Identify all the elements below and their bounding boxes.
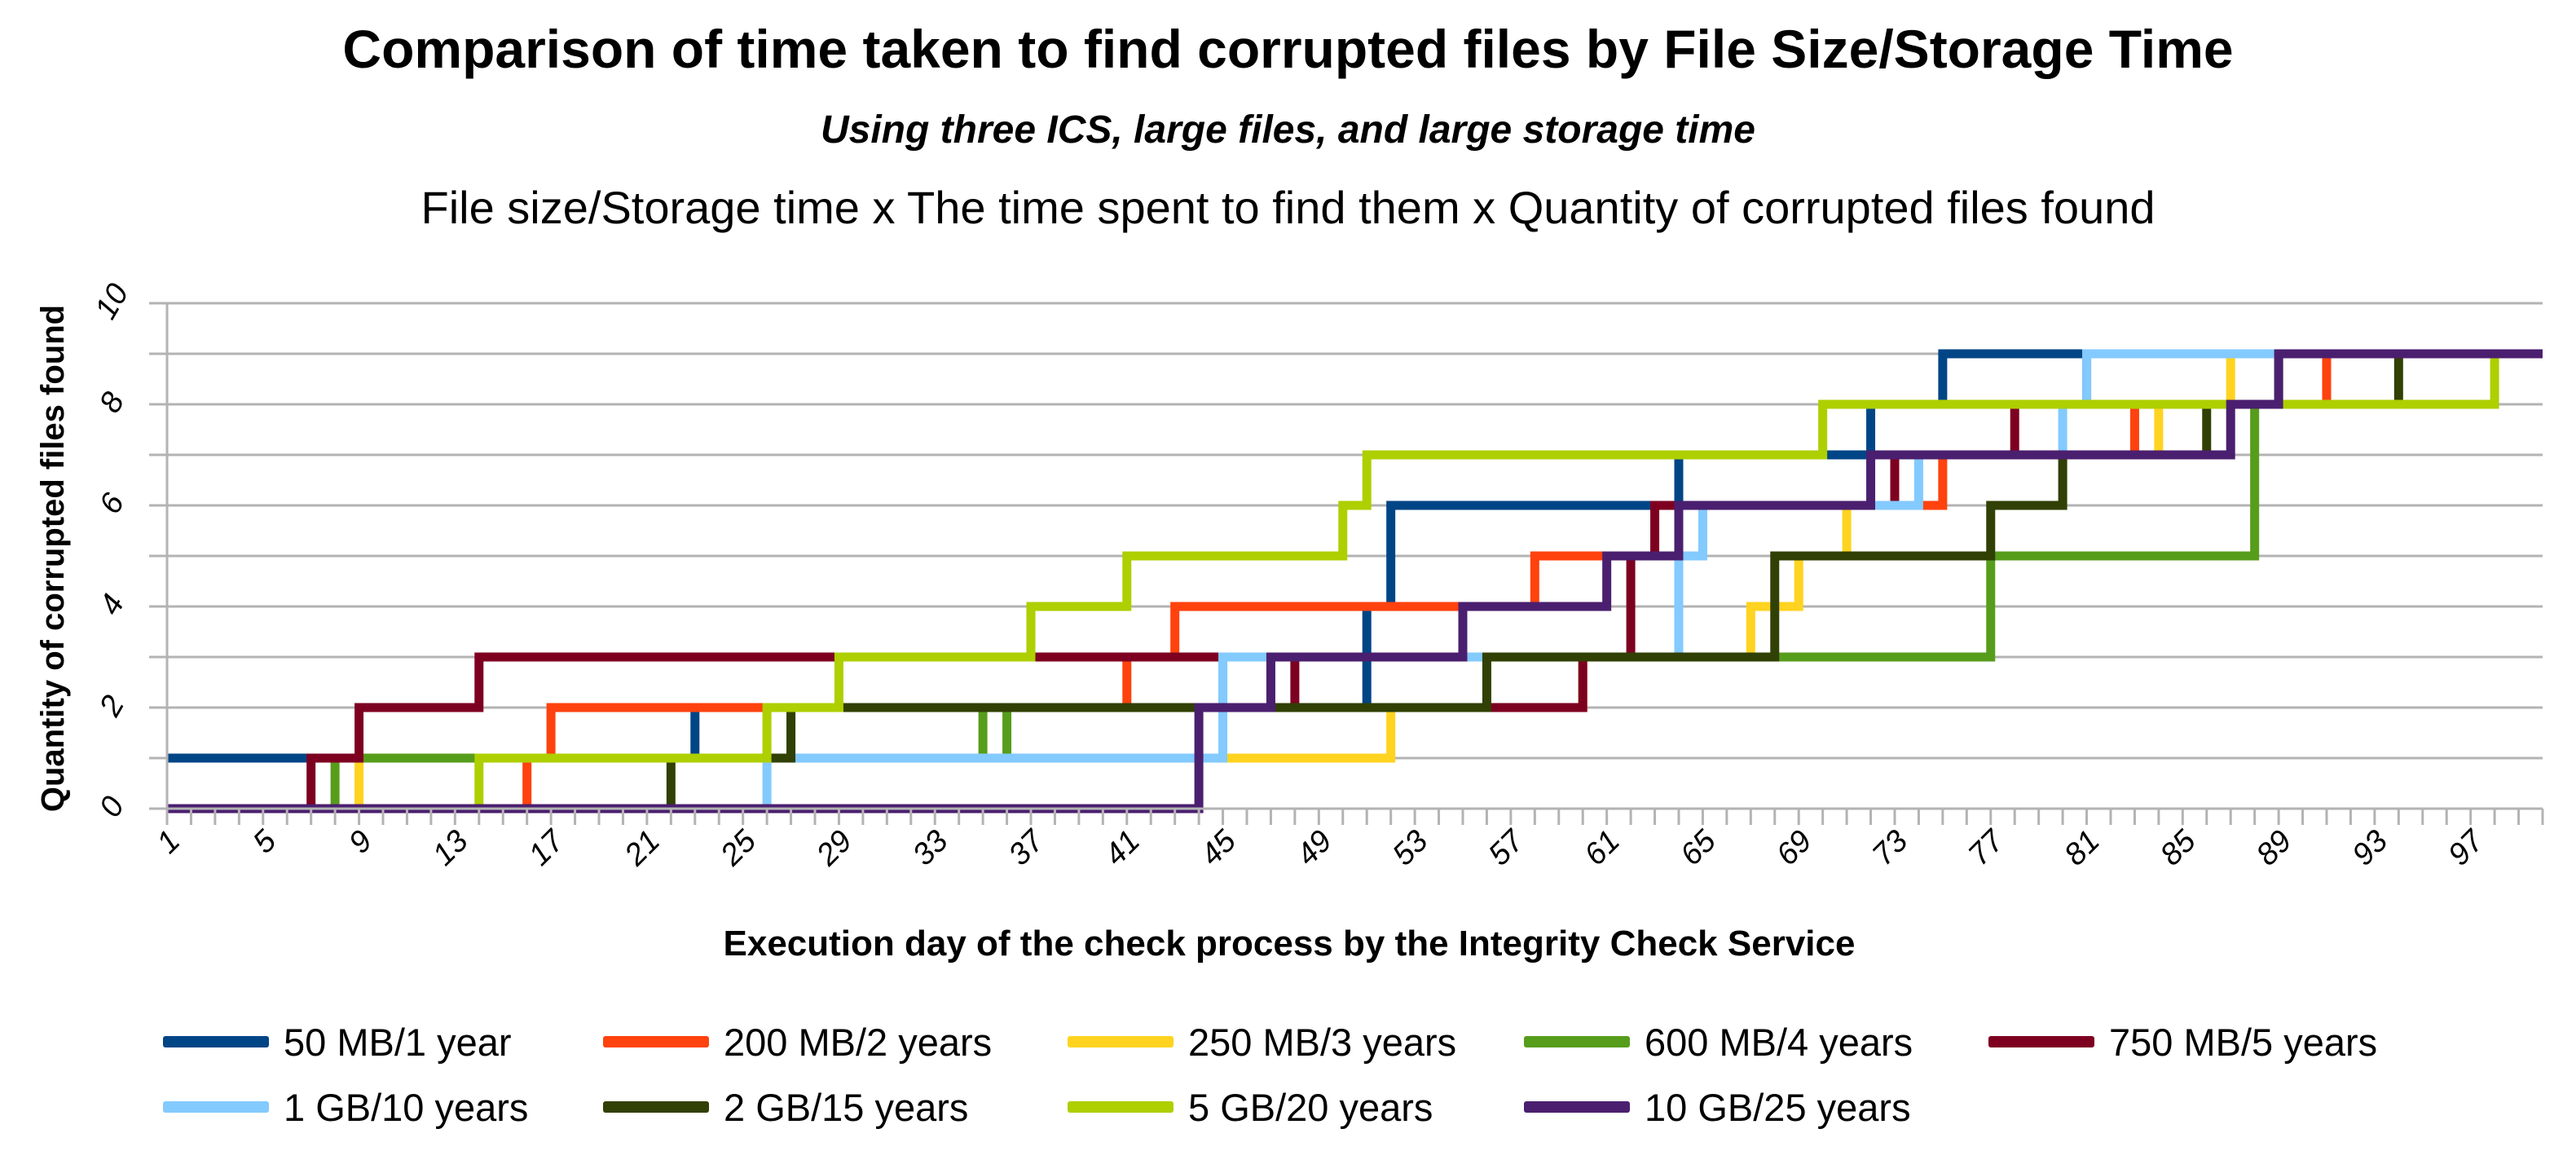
series-line-600-mb-4-years — [167, 349, 2543, 814]
legend-item: 50 MB/1 year — [163, 1009, 512, 1074]
x-tick-label: 33 — [906, 824, 955, 873]
legend-label: 250 MB/3 years — [1188, 1020, 1457, 1064]
legend-item: 5 GB/20 years — [1068, 1074, 1433, 1140]
y-tick-label: 0 — [93, 791, 131, 822]
x-tick-label: 73 — [1866, 824, 1915, 873]
legend-item: 750 MB/5 years — [1988, 1009, 2377, 1074]
x-tick-label: 97 — [2442, 822, 2491, 872]
legend-swatch — [1068, 1036, 1174, 1047]
series-line-2-gb-15-years — [167, 349, 2543, 814]
legend-label: 600 MB/4 years — [1645, 1020, 1913, 1064]
series-line-5-gb-20-years — [167, 349, 2543, 814]
legend-item: 2 GB/15 years — [603, 1074, 968, 1140]
legend-label: 10 GB/25 years — [1645, 1085, 1911, 1129]
legend-label: 750 MB/5 years — [2109, 1020, 2378, 1064]
x-tick-label: 1 — [151, 824, 187, 861]
series-line-200-mb-2-years — [167, 349, 2543, 814]
legend-swatch — [603, 1036, 709, 1047]
x-tick-label: 69 — [1770, 824, 1819, 873]
y-tick-label: 4 — [93, 589, 131, 620]
x-tick-label: 37 — [1002, 822, 1052, 872]
x-tick-label: 45 — [1194, 823, 1243, 872]
legend-label: 5 GB/20 years — [1188, 1085, 1433, 1129]
x-tick-label: 29 — [810, 824, 859, 873]
legend-item: 200 MB/2 years — [603, 1009, 992, 1074]
x-tick-label: 93 — [2346, 824, 2395, 873]
x-tick-label: 13 — [426, 824, 475, 873]
x-tick-label: 21 — [618, 824, 667, 873]
x-tick-label: 25 — [714, 823, 764, 873]
x-tick-label: 49 — [1290, 824, 1339, 873]
x-tick-label: 41 — [1099, 824, 1147, 873]
x-tick-label: 81 — [2058, 824, 2107, 873]
y-tick-label: 6 — [93, 487, 131, 520]
series-lines — [167, 349, 2543, 814]
legend-label: 1 GB/10 years — [284, 1085, 529, 1129]
y-tick-label: 8 — [93, 386, 131, 418]
legend-swatch — [1524, 1101, 1630, 1113]
series-line-1-gb-10-years — [167, 349, 2543, 814]
legend-swatch — [1068, 1101, 1174, 1113]
legend-swatch — [163, 1101, 269, 1113]
legend-item: 250 MB/3 years — [1068, 1009, 1456, 1074]
tick-labels: 0 2 4 6 8 10 1 5 9 13 17 21 25 29 33 37 41 45 49 53 57 61 65 69… — [89, 278, 2491, 873]
y-axis-label: Quantity of corrupted files found — [35, 305, 71, 812]
series-line-10-gb-25-years — [167, 349, 2543, 814]
chart-description: File size/Storage time x The time spent … — [421, 182, 2155, 233]
series-line-250-mb-3-years — [167, 349, 2543, 814]
x-tick-label: 85 — [2154, 823, 2203, 872]
legend-swatch — [163, 1036, 269, 1047]
x-tick-label: 89 — [2250, 824, 2299, 873]
x-tick-label: 61 — [1578, 824, 1627, 873]
line-chart: 0 2 4 6 8 10 1 5 9 13 17 21 25 29 33 37 41 45 49 53 57 61 65 69… — [35, 278, 2544, 964]
x-axis-label: Execution day of the check process by th… — [724, 924, 1856, 964]
legend-label: 200 MB/2 years — [724, 1020, 993, 1064]
legend-item: 600 MB/4 years — [1524, 1009, 1913, 1074]
legend-item: 1 GB/10 years — [163, 1074, 528, 1140]
legend-label: 50 MB/1 year — [284, 1020, 512, 1064]
legend-swatch — [1524, 1036, 1630, 1047]
chart-subtitle: Using three ICS, large files, and large … — [820, 108, 1755, 152]
y-tick-label: 10 — [89, 278, 136, 325]
x-tick-label: 17 — [522, 822, 572, 872]
series-line-750-mb-5-years — [167, 349, 2543, 814]
legend-swatch — [1988, 1036, 2094, 1047]
chart-title: Comparison of time taken to find corrupt… — [342, 19, 2234, 79]
legend-item: 10 GB/25 years — [1524, 1074, 1911, 1140]
x-tick-label: 53 — [1386, 824, 1435, 873]
x-tick-label: 65 — [1674, 823, 1723, 872]
legend-label: 2 GB/15 years — [724, 1085, 969, 1129]
x-tick-label: 57 — [1482, 822, 1532, 872]
legend-swatch — [603, 1101, 709, 1113]
axes — [149, 302, 2544, 825]
x-tick-label: 77 — [1962, 822, 2012, 872]
y-tick-label: 2 — [93, 690, 131, 722]
x-tick-label: 9 — [342, 824, 379, 861]
x-tick-label: 5 — [246, 823, 283, 860]
